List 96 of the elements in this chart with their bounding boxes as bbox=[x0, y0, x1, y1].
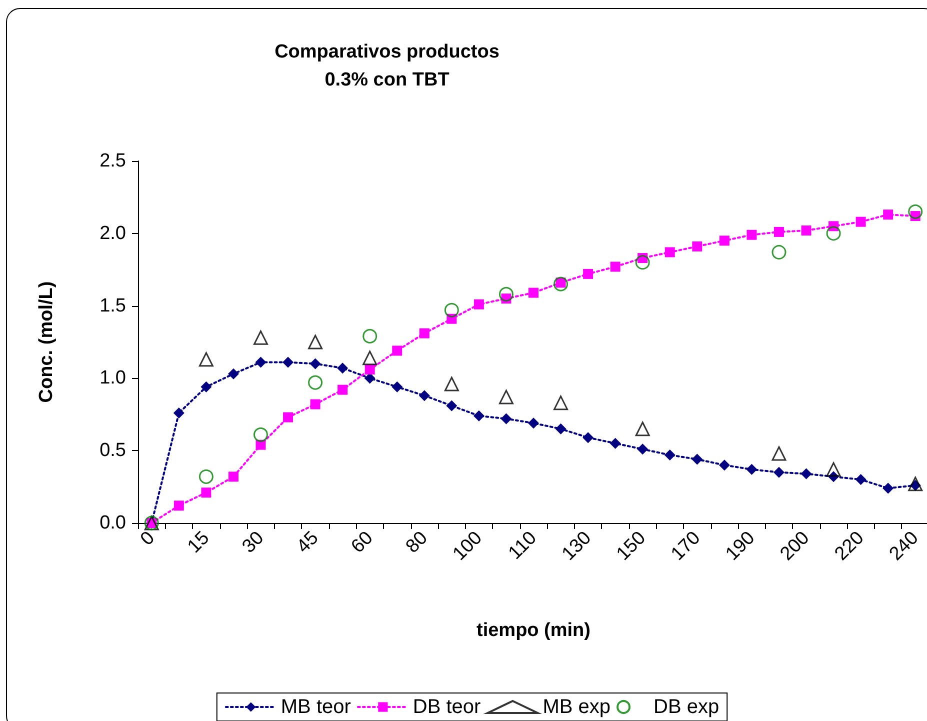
point bbox=[338, 384, 348, 395]
x-tick-label: 130 bbox=[558, 528, 596, 565]
point bbox=[362, 328, 378, 344]
point bbox=[474, 299, 484, 310]
point bbox=[528, 418, 539, 429]
x-tick-label: 100 bbox=[449, 528, 486, 565]
y-tick-label: 2.0 bbox=[100, 222, 126, 244]
point bbox=[746, 464, 758, 475]
point bbox=[774, 226, 784, 237]
point bbox=[362, 350, 378, 366]
legend-label: DB exp bbox=[654, 696, 720, 718]
point bbox=[173, 407, 184, 418]
y-tick-label: 0.0 bbox=[100, 512, 126, 534]
point bbox=[198, 352, 214, 367]
point bbox=[610, 438, 621, 449]
point bbox=[664, 247, 675, 258]
point bbox=[554, 396, 568, 410]
point bbox=[554, 276, 568, 292]
point bbox=[228, 472, 238, 482]
point bbox=[498, 286, 514, 302]
point bbox=[253, 330, 268, 345]
point bbox=[826, 462, 841, 477]
point bbox=[283, 412, 294, 422]
point bbox=[446, 400, 458, 412]
legend-label: DB teor bbox=[412, 696, 482, 718]
point bbox=[826, 226, 841, 241]
point bbox=[692, 241, 702, 252]
point bbox=[228, 368, 239, 380]
point bbox=[308, 334, 323, 350]
point bbox=[908, 476, 923, 492]
point bbox=[773, 466, 784, 478]
point bbox=[635, 422, 650, 436]
point bbox=[254, 427, 268, 442]
x-tick-label: 240 bbox=[886, 528, 923, 565]
point bbox=[255, 356, 266, 368]
point bbox=[392, 346, 402, 356]
point bbox=[718, 460, 730, 471]
point bbox=[201, 488, 212, 498]
point bbox=[200, 381, 212, 392]
point bbox=[500, 413, 512, 424]
chart-title: Comparativos productos 0.3% con TBT bbox=[274, 42, 500, 90]
point bbox=[308, 375, 323, 390]
point bbox=[174, 500, 184, 511]
point bbox=[610, 262, 620, 272]
x-tick-label: 80 bbox=[402, 528, 432, 558]
point bbox=[444, 302, 459, 318]
y-tick-label: 2.5 bbox=[100, 150, 126, 172]
x-tick-label: 0 bbox=[136, 528, 160, 550]
point bbox=[692, 454, 703, 465]
point bbox=[282, 356, 294, 368]
point bbox=[908, 204, 923, 219]
point bbox=[337, 362, 348, 374]
point bbox=[444, 376, 459, 392]
x-tick-label: 170 bbox=[667, 528, 705, 565]
point bbox=[364, 364, 375, 375]
point bbox=[856, 216, 866, 227]
point bbox=[528, 288, 538, 298]
x-tick-label: 45 bbox=[292, 528, 323, 558]
point bbox=[719, 236, 730, 246]
y-tick-label: 1.0 bbox=[100, 368, 126, 389]
y-tick-label: 1.5 bbox=[100, 295, 126, 316]
legend-label: MB exp bbox=[542, 696, 611, 718]
point bbox=[392, 381, 403, 392]
point bbox=[198, 469, 214, 484]
point bbox=[637, 444, 648, 455]
point bbox=[310, 399, 320, 410]
point bbox=[418, 390, 430, 402]
y-tick-label: 0.5 bbox=[100, 440, 126, 462]
x-tick-label: 220 bbox=[830, 528, 868, 565]
x-tick-label: 200 bbox=[776, 528, 814, 565]
point bbox=[883, 210, 894, 220]
point bbox=[746, 230, 757, 240]
point bbox=[310, 358, 321, 370]
x-tick-label: 60 bbox=[347, 528, 378, 558]
point bbox=[772, 446, 786, 461]
point bbox=[664, 449, 676, 460]
point bbox=[800, 468, 812, 480]
x-tick-label: 15 bbox=[184, 528, 214, 558]
point bbox=[583, 268, 594, 279]
point bbox=[882, 482, 894, 494]
point bbox=[555, 423, 566, 434]
legend-label: MB teor bbox=[280, 696, 352, 718]
point bbox=[498, 390, 514, 404]
x-axis-title: tiempo (min) bbox=[476, 620, 590, 641]
point bbox=[582, 432, 594, 444]
point bbox=[855, 474, 866, 486]
point bbox=[801, 226, 812, 236]
x-tick-label: 150 bbox=[612, 528, 650, 565]
y-axis-title: Conc. (mol/L) bbox=[36, 281, 57, 403]
x-tick-label: 110 bbox=[504, 528, 541, 564]
x-tick-label: 30 bbox=[238, 528, 268, 558]
x-tick-label: 190 bbox=[722, 528, 760, 565]
point bbox=[419, 328, 430, 338]
point bbox=[772, 244, 786, 260]
point bbox=[635, 255, 650, 270]
point bbox=[473, 410, 484, 422]
